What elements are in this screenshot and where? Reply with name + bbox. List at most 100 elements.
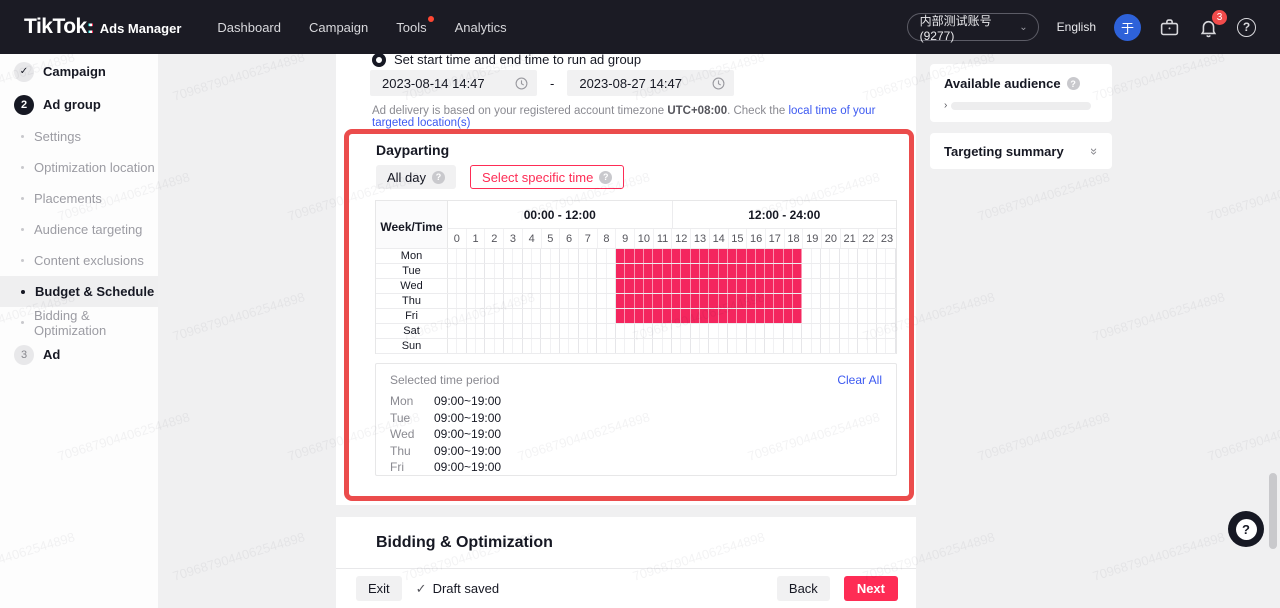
time-cell[interactable] [495, 249, 504, 263]
time-cell[interactable] [709, 294, 719, 308]
time-cell[interactable] [681, 309, 691, 323]
time-cell[interactable] [662, 309, 672, 323]
time-cell[interactable] [653, 339, 663, 353]
time-cell[interactable] [541, 279, 551, 293]
time-cell[interactable] [812, 339, 822, 353]
time-cell[interactable] [615, 264, 626, 278]
time-cell[interactable] [765, 309, 775, 323]
time-cell[interactable] [643, 249, 654, 263]
time-cell[interactable] [765, 324, 775, 338]
sidebar-item-audience-targeting[interactable]: Audience targeting [0, 214, 158, 245]
time-cell[interactable] [858, 249, 868, 263]
time-cell[interactable] [597, 339, 607, 353]
info-icon[interactable]: ? [1066, 77, 1080, 90]
time-cell[interactable] [662, 249, 672, 263]
time-cell[interactable] [615, 279, 626, 293]
time-cell[interactable] [709, 249, 719, 263]
time-cell[interactable] [616, 339, 626, 353]
time-cell[interactable] [569, 249, 579, 263]
time-cell[interactable] [671, 309, 682, 323]
time-cell[interactable] [681, 339, 691, 353]
time-cell[interactable] [634, 264, 644, 278]
time-cell[interactable] [467, 249, 476, 263]
time-cell[interactable] [812, 324, 822, 338]
time-cell[interactable] [495, 339, 504, 353]
time-cell[interactable] [671, 249, 682, 263]
time-cell[interactable] [691, 339, 700, 353]
back-button[interactable]: Back [776, 576, 830, 601]
time-cell[interactable] [877, 249, 887, 263]
time-cell[interactable] [588, 294, 598, 308]
time-cell[interactable] [849, 294, 859, 308]
time-cell[interactable] [541, 309, 551, 323]
time-cell[interactable] [709, 339, 719, 353]
sidebar-item-placements[interactable]: Placements [0, 183, 158, 214]
time-cell[interactable] [597, 279, 607, 293]
time-cell[interactable] [643, 294, 654, 308]
next-button[interactable]: Next [843, 576, 898, 601]
time-cell[interactable] [551, 249, 560, 263]
time-cell[interactable] [644, 324, 654, 338]
business-center-icon[interactable] [1159, 17, 1180, 38]
time-cell[interactable] [513, 249, 523, 263]
time-cell[interactable] [523, 309, 532, 323]
time-cell[interactable] [868, 249, 878, 263]
info-icon[interactable]: ? [599, 170, 613, 184]
time-cell[interactable] [821, 294, 831, 308]
time-cell[interactable] [802, 309, 812, 323]
time-cell[interactable] [597, 294, 607, 308]
time-cell[interactable] [783, 279, 794, 293]
time-cell[interactable] [579, 309, 588, 323]
time-cell[interactable] [728, 339, 738, 353]
time-cell[interactable] [830, 249, 840, 263]
time-cell[interactable] [448, 324, 458, 338]
time-cell[interactable] [532, 294, 542, 308]
time-cell[interactable] [747, 324, 756, 338]
time-cell[interactable] [755, 279, 766, 293]
time-cell[interactable] [681, 264, 691, 278]
language-selector[interactable]: English [1056, 20, 1096, 34]
time-cell[interactable] [625, 339, 635, 353]
sidebar-item-content-exclusions[interactable]: Content exclusions [0, 245, 158, 276]
nav-item-analytics[interactable]: Analytics [454, 19, 507, 35]
time-cell[interactable] [551, 294, 560, 308]
time-cell[interactable] [597, 309, 607, 323]
time-cell[interactable] [783, 294, 794, 308]
time-cell[interactable] [485, 279, 495, 293]
time-cell[interactable] [541, 324, 551, 338]
time-cell[interactable] [728, 324, 738, 338]
time-cell[interactable] [784, 339, 794, 353]
time-cell[interactable] [858, 264, 868, 278]
time-cell[interactable] [774, 324, 784, 338]
time-cell[interactable] [653, 249, 663, 263]
time-cell[interactable] [551, 279, 560, 293]
time-cell[interactable] [662, 264, 672, 278]
sidebar-item-budget-schedule[interactable]: Budget & Schedule [0, 276, 158, 307]
time-cell[interactable] [886, 279, 896, 293]
time-cell[interactable] [588, 279, 598, 293]
time-cell[interactable] [579, 279, 588, 293]
time-cell[interactable] [663, 339, 672, 353]
time-cell[interactable] [597, 324, 607, 338]
time-cell[interactable] [504, 249, 514, 263]
time-cell[interactable] [597, 264, 607, 278]
end-date-input[interactable]: 2023-08-27 14:47 [567, 70, 735, 96]
time-cell[interactable] [719, 324, 728, 338]
time-cell[interactable] [476, 309, 486, 323]
time-cell[interactable] [802, 294, 812, 308]
time-cell[interactable] [774, 309, 784, 323]
time-cell[interactable] [625, 249, 635, 263]
time-cell[interactable] [467, 309, 476, 323]
time-cell[interactable] [886, 309, 896, 323]
time-cell[interactable] [690, 249, 700, 263]
time-cell[interactable] [607, 324, 616, 338]
time-cell[interactable] [653, 264, 663, 278]
time-cell[interactable] [746, 264, 756, 278]
time-cell[interactable] [737, 294, 747, 308]
time-cell[interactable] [513, 324, 523, 338]
time-cell[interactable] [607, 279, 616, 293]
time-cell[interactable] [467, 264, 476, 278]
time-cell[interactable] [765, 279, 775, 293]
time-cell[interactable] [513, 309, 523, 323]
time-cell[interactable] [448, 249, 458, 263]
